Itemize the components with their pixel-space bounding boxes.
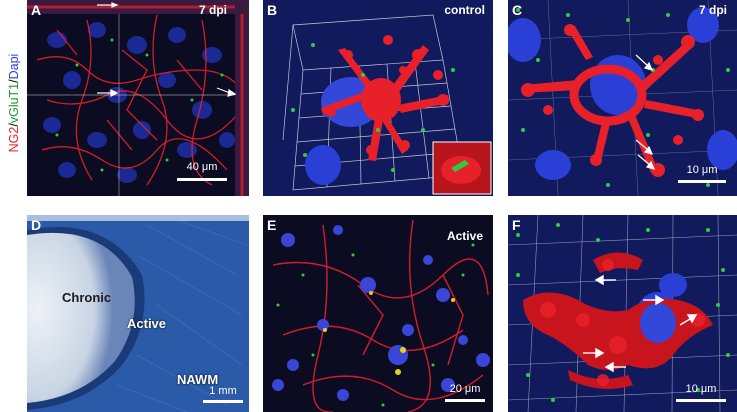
panel-d-letter: D [31, 217, 42, 233]
panel-f-scale-label: 10 μm [685, 383, 717, 395]
panel-a-scale-label: 40 μm [186, 161, 218, 173]
channel-label: NG2/vGluT1/Dapi [7, 53, 21, 153]
region-active-label: Active [127, 316, 167, 331]
panel-e-scale-bar [445, 399, 485, 402]
panel-c-image [508, 0, 737, 196]
panel-c-letter: C [512, 2, 523, 18]
panel-d-scale-label: 1 mm [209, 385, 237, 397]
panel-c: C 7 dpi 10 μm [508, 0, 737, 196]
panel-b-condition: control [444, 3, 485, 17]
panel-a-condition: 7 dpi [198, 3, 227, 17]
panel-e: E Active 20 μm [263, 215, 493, 412]
region-chronic-label: Chronic [62, 290, 112, 305]
region-nawm-label: NAWM [177, 372, 219, 387]
panel-e-letter: E [267, 217, 277, 233]
panel-f-scale-bar [676, 399, 726, 402]
panel-a-image [27, 0, 249, 196]
panel-d-image [27, 215, 249, 412]
ng2-label: NG2 [7, 126, 21, 153]
vglut1-label: vGluT1 [7, 82, 21, 124]
panel-f: F 10 μm [508, 215, 737, 412]
panel-d: D Chronic Active NAWM 1 mm [27, 215, 249, 412]
panel-a-letter: A [31, 2, 42, 18]
panel-c-condition: 7 dpi [698, 3, 727, 17]
panel-e-scale-label: 20 μm [449, 383, 481, 395]
panel-b-letter: B [267, 2, 278, 18]
panel-f-letter: F [512, 217, 521, 233]
panel-e-condition: Active [446, 229, 483, 243]
panel-a-scale-bar [177, 178, 227, 181]
panel-c-scale-label: 10 μm [686, 164, 718, 176]
panel-f-image [508, 215, 737, 412]
panel-e-image [263, 215, 493, 412]
panel-d-scale-bar [203, 400, 243, 403]
panel-c-scale-bar [678, 180, 726, 183]
panel-a: A 7 dpi 40 μm [27, 0, 249, 196]
panel-b: B control [263, 0, 493, 196]
panel-b-image [263, 0, 493, 196]
dapi-label: Dapi [7, 53, 21, 80]
